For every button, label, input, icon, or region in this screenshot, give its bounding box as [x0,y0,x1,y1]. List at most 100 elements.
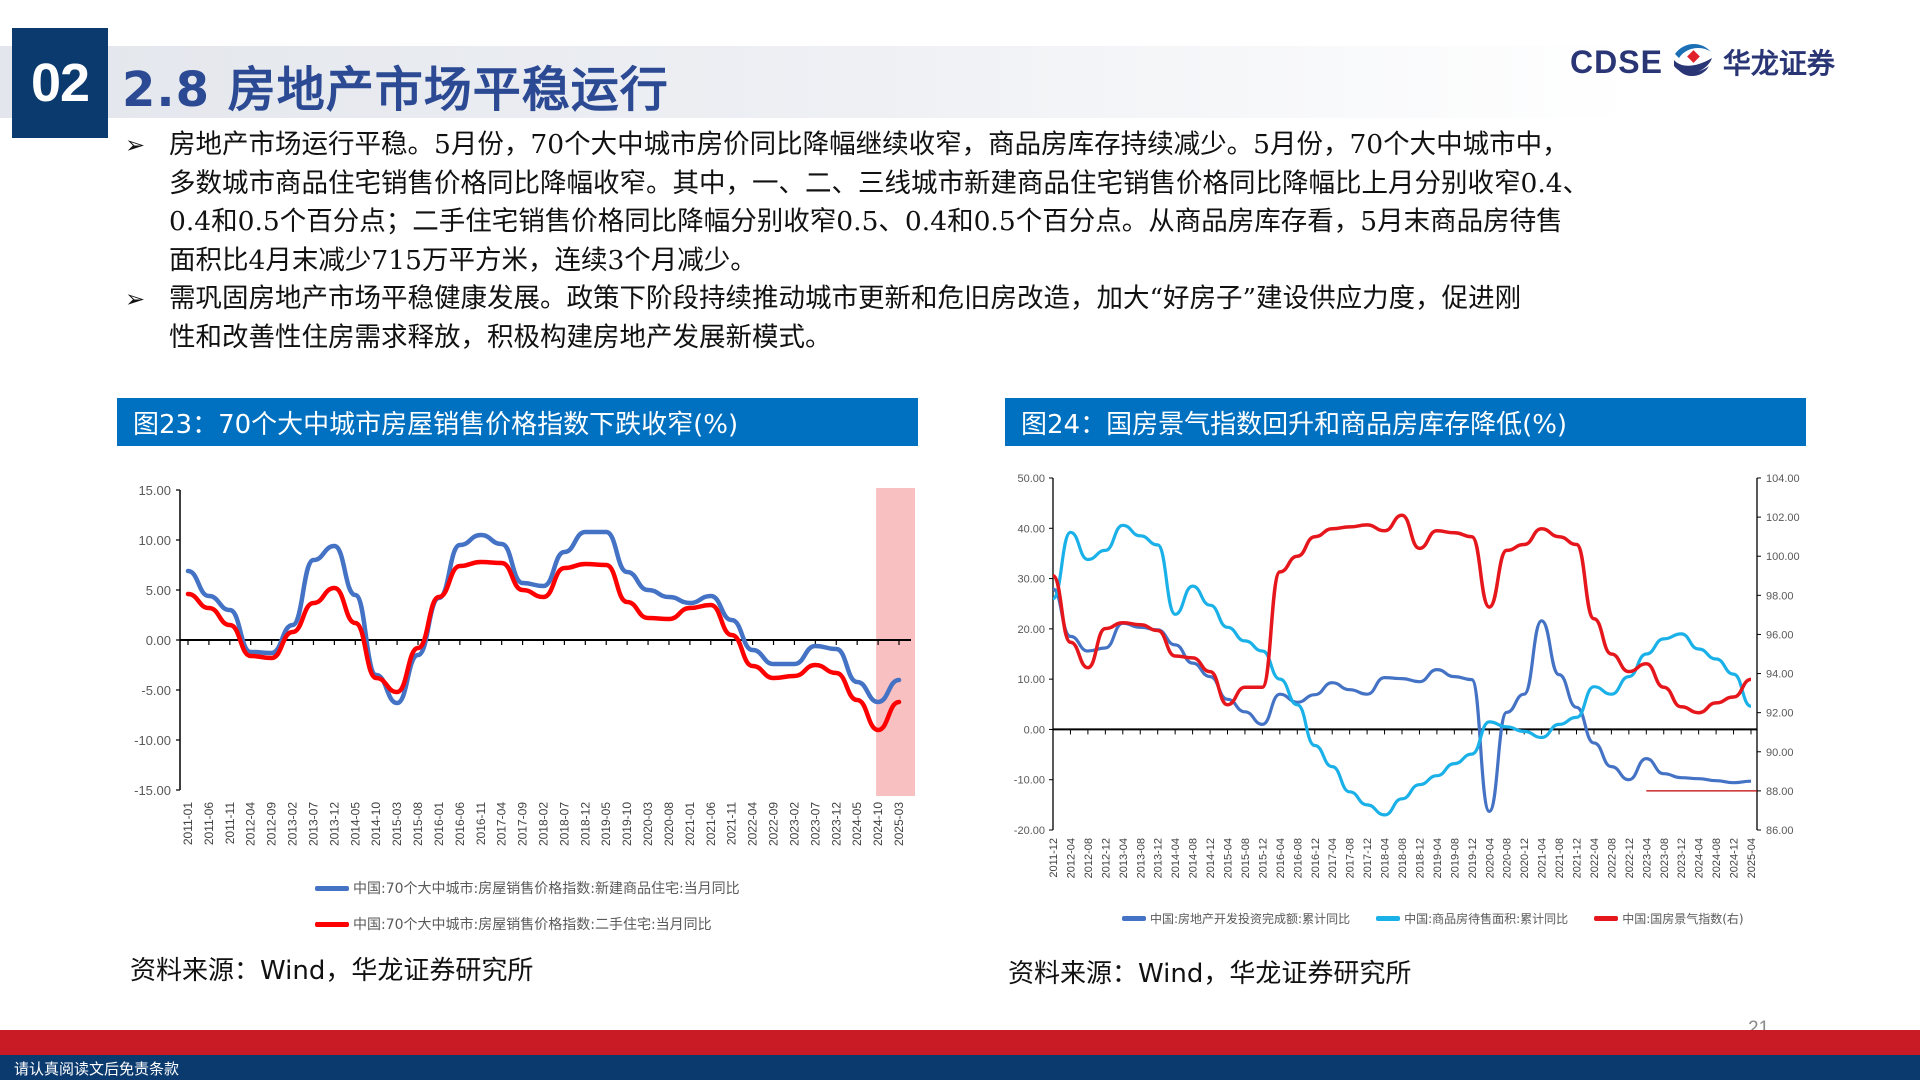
legend-label: 中国:国房景气指数(右) [1622,912,1744,926]
svg-text:2023-02: 2023-02 [787,802,801,846]
svg-text:2018-12: 2018-12 [578,802,592,846]
svg-text:2023-04: 2023-04 [1641,838,1653,878]
bullet-line: 多数城市商品住宅销售价格同比降幅收窄。其中，一、二、三线城市新建商品住宅销售价格… [169,167,1590,199]
svg-text:2015-03: 2015-03 [390,802,404,846]
svg-text:0.00: 0.00 [1024,724,1045,736]
svg-text:2017-04: 2017-04 [495,802,509,846]
footer-red-band [0,1030,1920,1055]
svg-text:2015-08: 2015-08 [411,802,425,846]
svg-text:94.00: 94.00 [1766,669,1794,681]
figure-24-legend: 中国:房地产开发投资完成额:累计同比 中国:商品房待售面积:累计同比 中国:国房… [1122,910,1744,927]
svg-text:88.00: 88.00 [1766,786,1794,798]
svg-text:90.00: 90.00 [1766,747,1794,759]
svg-text:96.00: 96.00 [1766,629,1794,641]
svg-text:2014-08: 2014-08 [1188,838,1200,878]
svg-text:2021-01: 2021-01 [683,802,697,846]
section-number-badge: 02 [12,28,108,138]
svg-text:2018-12: 2018-12 [1414,838,1426,878]
svg-text:5.00: 5.00 [146,583,171,598]
svg-text:2022-09: 2022-09 [767,802,781,846]
svg-text:2019-10: 2019-10 [620,802,634,846]
svg-text:2016-11: 2016-11 [474,802,488,845]
svg-text:2015-08: 2015-08 [1240,838,1252,878]
svg-text:2021-04: 2021-04 [1537,838,1549,878]
svg-text:2018-07: 2018-07 [557,802,571,846]
svg-text:-20.00: -20.00 [1014,825,1045,837]
figure-24-header: 图24：国房景气指数回升和商品房库存降低(%) [1005,398,1806,446]
svg-text:2013-04: 2013-04 [1118,838,1130,878]
svg-text:2019-12: 2019-12 [1467,838,1479,878]
summary-bullets: ➢ 房地产市场运行平稳。5月份，70个大中城市房价同比降幅继续收窄，商品房库存持… [125,126,1845,357]
svg-text:-10.00: -10.00 [134,733,171,748]
cdse-wave-logo-icon [1671,38,1715,86]
svg-text:40.00: 40.00 [1017,523,1045,535]
svg-text:-10.00: -10.00 [1014,775,1045,787]
figure-24-title: 图24：国房景气指数回升和商品房库存降低(%) [1021,409,1568,440]
svg-text:2021-08: 2021-08 [1554,838,1566,878]
section-number: 02 [30,53,90,113]
svg-text:2020-08: 2020-08 [662,802,676,846]
svg-text:92.00: 92.00 [1766,708,1794,720]
svg-text:2020-04: 2020-04 [1484,838,1496,878]
svg-text:2012-08: 2012-08 [1083,838,1095,878]
svg-text:2022-08: 2022-08 [1606,838,1618,878]
svg-text:2017-12: 2017-12 [1362,838,1374,878]
disclaimer-text: 请认真阅读文后免责条款 [14,1060,180,1078]
figure-23-legend: 中国:70个大中城市:房屋销售价格指数:新建商品住宅:当月同比 中国:70个大中… [315,878,740,934]
svg-text:2024-08: 2024-08 [1711,838,1723,878]
svg-text:-5.00: -5.00 [141,683,171,698]
logo-text-cn: 华龙证券 [1722,47,1835,80]
svg-text:2013-12: 2013-12 [327,802,341,846]
svg-text:2024-04: 2024-04 [1694,838,1706,878]
svg-text:2014-04: 2014-04 [1170,838,1182,878]
company-logo: CDSE 华龙证券 [1570,38,1835,86]
figure-24-chart: 50.00 40.00 30.00 20.00 10.00 0.00 -10.00 -20.0… [1014,473,1800,878]
logo-text-en: CDSE [1570,43,1663,80]
legend-swatch-icon [1594,916,1619,921]
svg-text:-15.00: -15.00 [134,783,171,798]
svg-text:2011-01: 2011-01 [181,802,195,845]
svg-text:2011-11: 2011-11 [223,802,237,845]
legend-item-inventory: 中国:商品房待售面积:累计同比 [1376,910,1568,927]
figure-23-header: 图23：70个大中城市房屋销售价格指数下跌收窄(%) [117,398,918,446]
svg-text:2023-08: 2023-08 [1659,838,1671,878]
svg-text:2012-04: 2012-04 [1065,838,1077,878]
svg-text:2023-12: 2023-12 [829,802,843,846]
svg-text:2017-04: 2017-04 [1327,838,1339,878]
svg-text:20.00: 20.00 [1017,624,1045,636]
footer-navy-band [0,1055,1920,1080]
svg-text:2024-05: 2024-05 [850,802,864,846]
svg-text:2020-03: 2020-03 [641,802,655,846]
svg-text:2013-02: 2013-02 [286,802,300,846]
figure-23-title: 图23：70个大中城市房屋销售价格指数下跌收窄(%) [133,409,739,440]
svg-text:2025-04: 2025-04 [1746,838,1758,878]
svg-text:2025-03: 2025-03 [892,802,906,846]
svg-text:2021-06: 2021-06 [704,802,718,846]
legend-label: 中国:商品房待售面积:累计同比 [1404,912,1569,926]
svg-text:2019-04: 2019-04 [1432,838,1444,878]
legend-item-investment: 中国:房地产开发投资完成额:累计同比 [1122,910,1350,927]
svg-text:2022-12: 2022-12 [1624,838,1636,878]
arrow-bullet-icon: ➢ [125,285,146,313]
svg-text:2018-02: 2018-02 [537,802,551,846]
svg-text:86.00: 86.00 [1766,825,1794,837]
legend-swatch-icon [1376,916,1401,921]
svg-text:2013-07: 2013-07 [306,802,320,846]
svg-text:2017-09: 2017-09 [516,802,530,846]
svg-text:10.00: 10.00 [138,533,171,548]
svg-text:2013-08: 2013-08 [1135,838,1147,878]
svg-text:2022-04: 2022-04 [1589,838,1601,878]
legend-swatch-icon [1122,916,1146,921]
legend-swatch-icon [315,921,349,927]
svg-text:2020-12: 2020-12 [1519,838,1531,878]
bullet-line: 面积比4月末减少715万平方米，连续3个月减少。 [169,244,757,276]
svg-text:2018-04: 2018-04 [1380,838,1392,878]
svg-text:2021-12: 2021-12 [1572,838,1584,878]
svg-text:2024-12: 2024-12 [1729,838,1741,878]
legend-label: 中国:70个大中城市:房屋销售价格指数:新建商品住宅:当月同比 [353,881,740,897]
svg-text:2016-08: 2016-08 [1292,838,1304,878]
legend-item-new-homes: 中国:70个大中城市:房屋销售价格指数:新建商品住宅:当月同比 [315,878,740,898]
bullet-line: 0.4和0.5个百分点；二手住宅销售价格同比降幅分别收窄0.5、0.4和0.5个… [169,206,1563,237]
bullet-line: 需巩固房地产市场平稳健康发展。政策下阶段持续推动城市更新和危旧房改造，加大“好房… [169,283,1522,314]
legend-label: 中国:70个大中城市:房屋销售价格指数:二手住宅:当月同比 [353,917,712,933]
